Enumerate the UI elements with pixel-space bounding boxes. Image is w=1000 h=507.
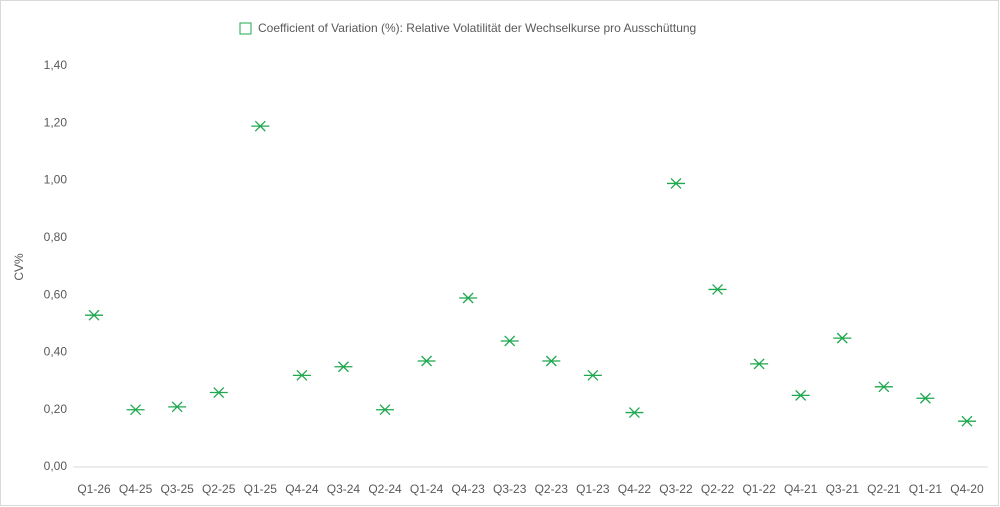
x-tick-label: Q4-21	[784, 482, 818, 496]
x-tick-label: Q4-24	[285, 482, 319, 496]
marker-shape	[459, 292, 478, 304]
y-tick-label: 1,20	[44, 115, 68, 129]
legend-label: Coefficient of Variation (%): Relative V…	[258, 21, 696, 35]
x-tick-label: Q3-22	[659, 482, 693, 496]
marker-shape	[708, 283, 727, 295]
marker	[251, 120, 270, 132]
x-tick-label: Q2-22	[701, 482, 735, 496]
x-tick-label: Q4-25	[119, 482, 153, 496]
y-tick-label: 0,40	[44, 345, 68, 359]
x-tick-label: Q1-21	[909, 482, 943, 496]
legend-swatch	[239, 22, 252, 35]
y-tick-label: 1,40	[44, 58, 68, 72]
marker	[459, 292, 478, 304]
x-tick-label: Q4-22	[618, 482, 652, 496]
marker	[334, 361, 353, 373]
marker-shape	[625, 407, 644, 419]
marker-shape	[666, 177, 685, 189]
marker	[417, 355, 436, 367]
x-tick-label: Q3-23	[493, 482, 527, 496]
marker	[625, 407, 644, 419]
marker	[85, 309, 104, 321]
marker	[957, 415, 976, 427]
marker	[292, 369, 311, 381]
marker	[708, 283, 727, 295]
marker	[376, 404, 395, 416]
marker-shape	[542, 355, 561, 367]
y-tick-label: 1,00	[44, 173, 68, 187]
marker-shape	[292, 369, 311, 381]
x-tick-label: Q1-24	[410, 482, 444, 496]
x-tick-label: Q4-20	[950, 482, 984, 496]
x-tick-label: Q1-22	[742, 482, 776, 496]
marker-shape	[916, 392, 935, 404]
marker-shape	[417, 355, 436, 367]
x-tick-label: Q2-23	[535, 482, 569, 496]
marker	[542, 355, 561, 367]
y-tick-label: 0,60	[44, 287, 68, 301]
marker-shape	[874, 381, 893, 393]
marker	[833, 332, 852, 344]
marker	[126, 404, 145, 416]
marker-shape	[251, 120, 270, 132]
marker-shape	[376, 404, 395, 416]
marker-shape	[750, 358, 769, 370]
marker-shape	[583, 369, 602, 381]
marker	[583, 369, 602, 381]
y-tick-label: 0,20	[44, 402, 68, 416]
marker	[750, 358, 769, 370]
y-tick-label: 0,80	[44, 230, 68, 244]
marker-shape	[85, 309, 104, 321]
x-tick-label: Q2-24	[368, 482, 402, 496]
marker	[168, 401, 187, 413]
marker-shape	[500, 335, 519, 347]
x-tick-label: Q3-21	[826, 482, 860, 496]
marker	[666, 177, 685, 189]
marker	[791, 389, 810, 401]
marker-shape	[791, 389, 810, 401]
marker	[916, 392, 935, 404]
x-tick-label: Q2-25	[202, 482, 236, 496]
x-tick-label: Q1-23	[576, 482, 610, 496]
marker-shape	[334, 361, 353, 373]
x-tick-label: Q1-26	[77, 482, 111, 496]
marker	[500, 335, 519, 347]
marker-shape	[957, 415, 976, 427]
marker-shape	[209, 387, 228, 398]
marker-shape	[833, 332, 852, 344]
y-axis-label: CV%	[12, 253, 26, 281]
x-tick-label: Q4-23	[451, 482, 485, 496]
x-tick-label: Q1-25	[244, 482, 278, 496]
marker-shape	[126, 404, 145, 416]
marker	[874, 381, 893, 393]
marker-shape	[168, 401, 187, 413]
x-tick-label: Q3-25	[160, 482, 194, 496]
x-tick-label: Q2-21	[867, 482, 901, 496]
y-tick-label: 0,00	[44, 459, 68, 473]
marker	[209, 387, 228, 398]
x-tick-label: Q3-24	[327, 482, 361, 496]
